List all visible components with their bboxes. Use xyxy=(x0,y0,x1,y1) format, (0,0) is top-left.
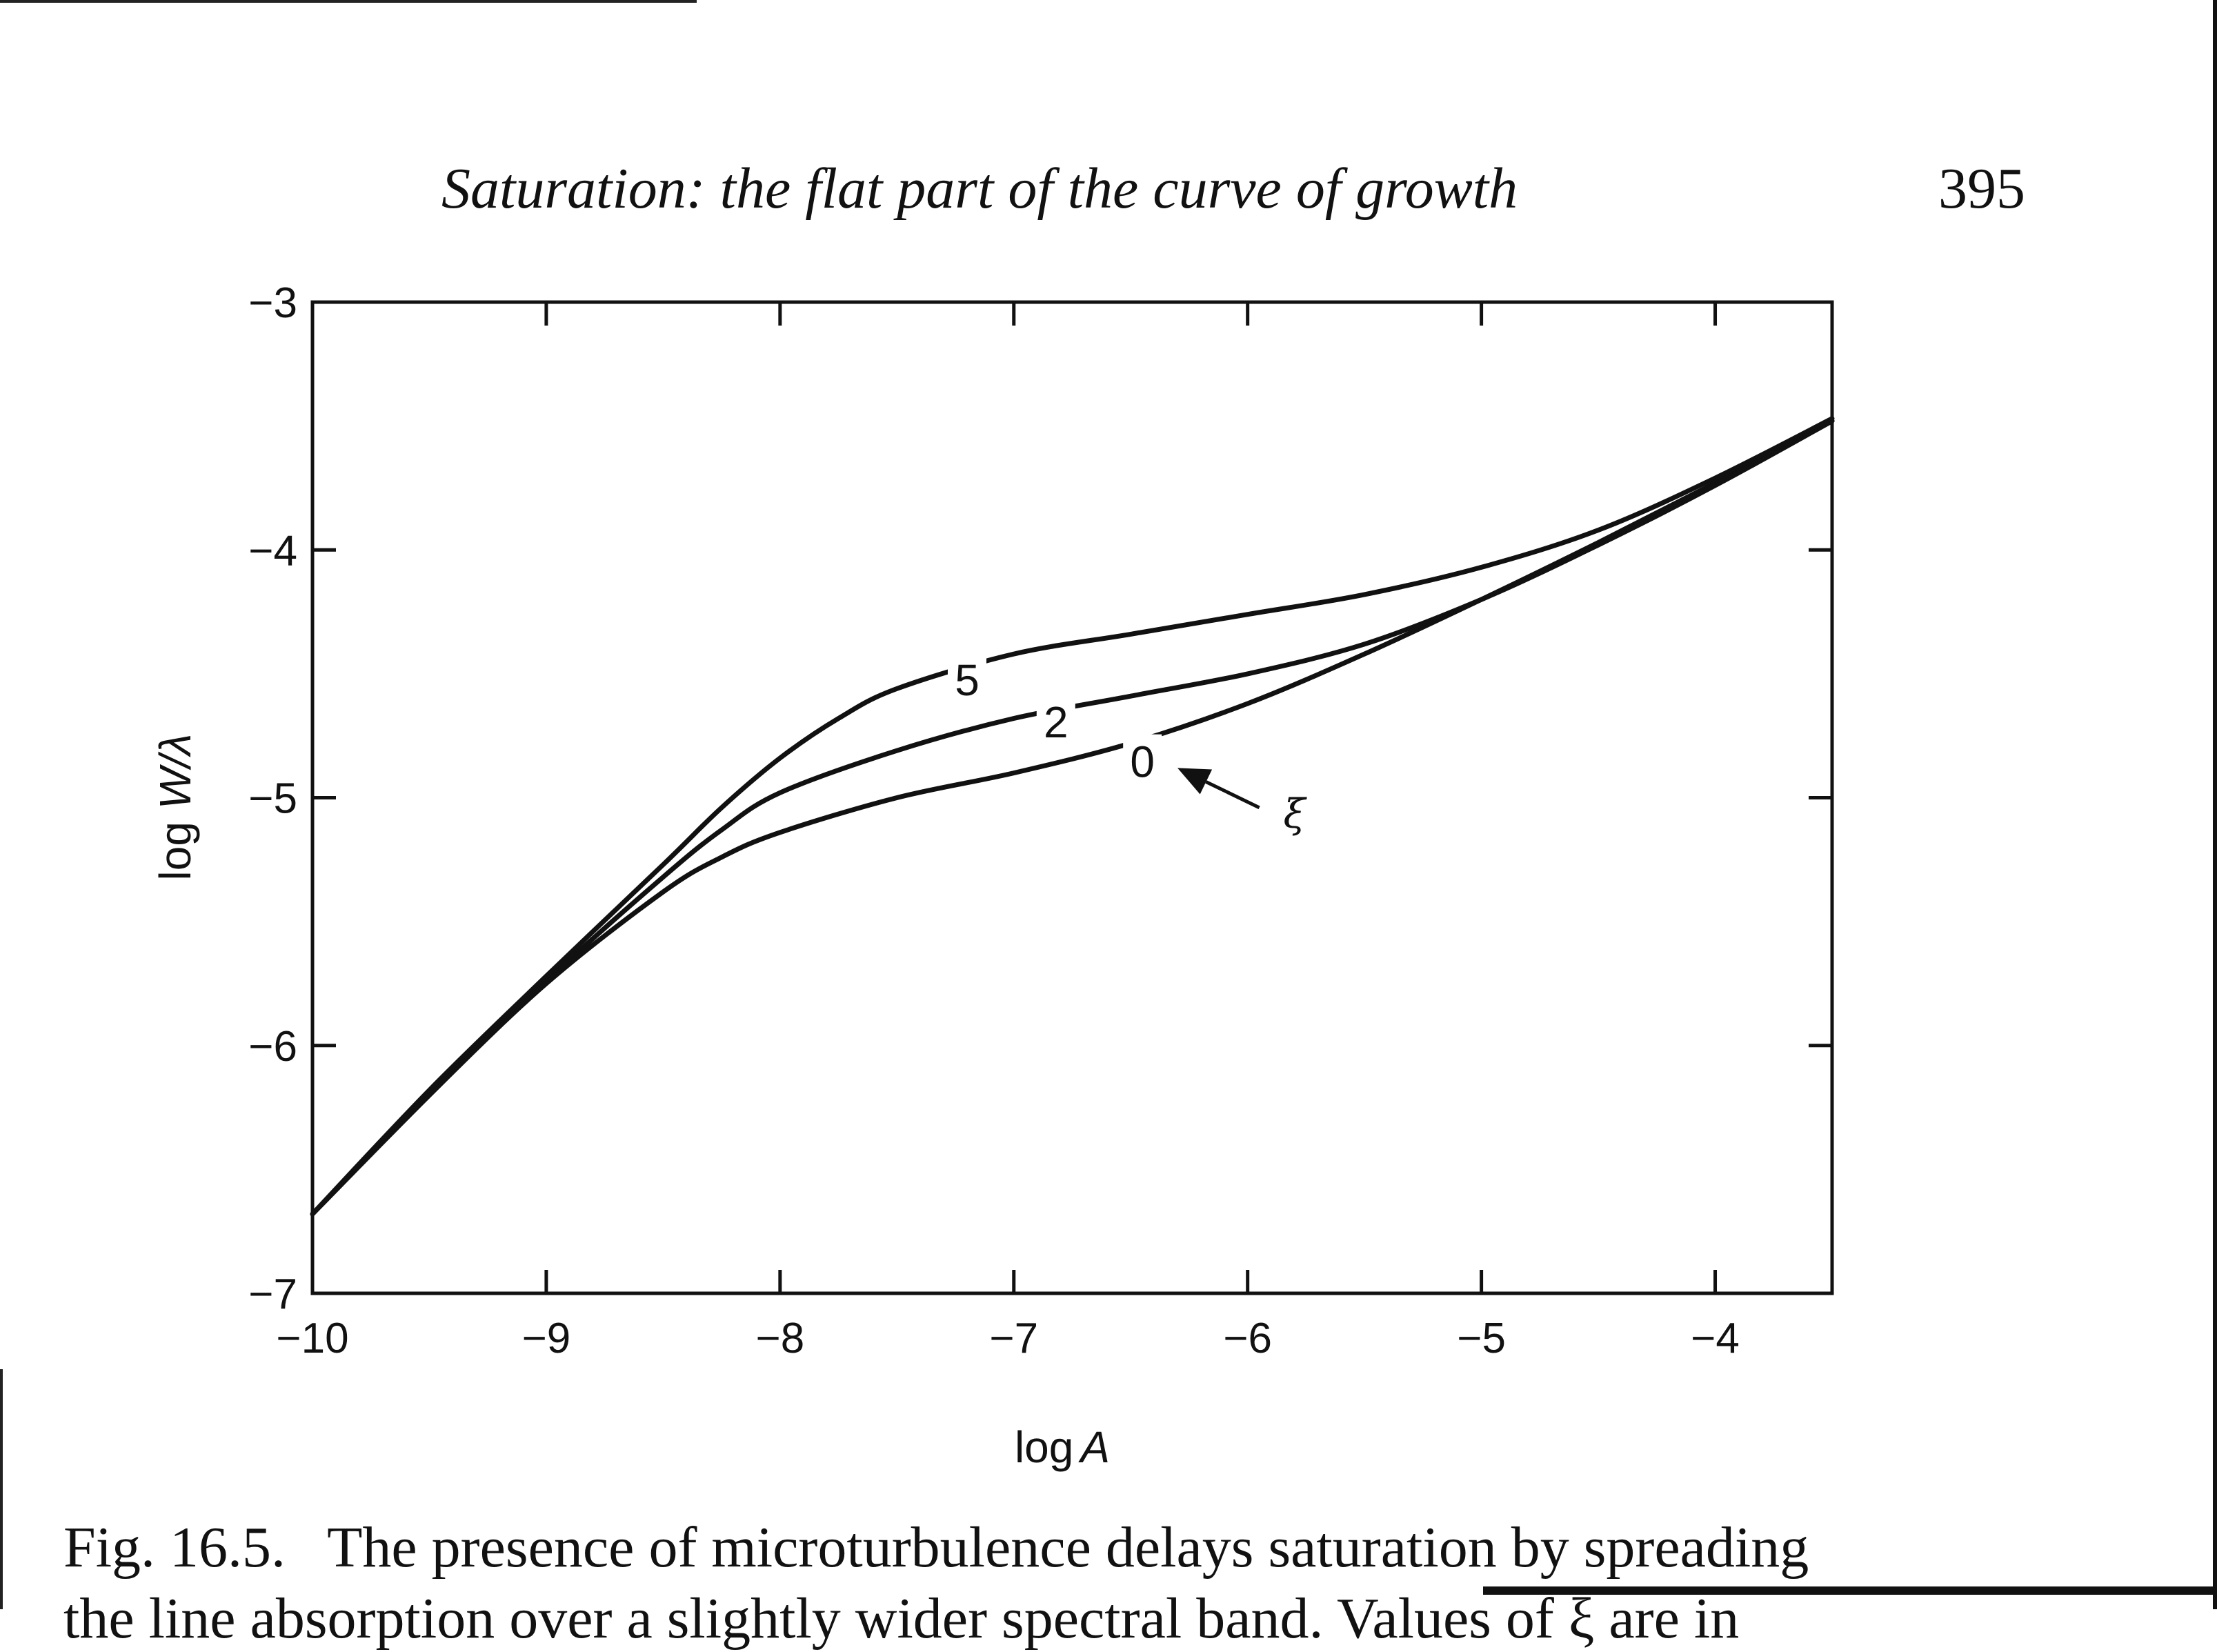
x-axis-title-var: A xyxy=(1077,1422,1110,1472)
bottom-rule xyxy=(1483,1586,2217,1595)
page-number: 395 xyxy=(1938,157,2025,221)
series-line-xi-2 xyxy=(310,418,1835,1217)
y-axis-title-prefix: log xyxy=(150,809,200,880)
y-tick-label: −4 xyxy=(248,527,297,575)
x-tick-label: −7 xyxy=(989,1315,1038,1362)
curve-label-0: 0 xyxy=(1130,737,1155,787)
y-axis-title-var: W/λ xyxy=(150,734,200,810)
plot-frame xyxy=(310,300,1834,1295)
x-axis-title: log A xyxy=(1015,1422,1110,1472)
y-tick-label: −3 xyxy=(248,279,297,327)
left-margin-line xyxy=(0,1369,3,1609)
x-tick-label: −8 xyxy=(755,1315,804,1362)
xi-annotation-label: ξ xyxy=(1284,790,1308,837)
axes-group xyxy=(310,300,1834,1295)
figure-caption: Fig. 16.5. The presence of microturbulenc… xyxy=(63,1514,1809,1581)
x-axis-title-prefix: log xyxy=(1015,1422,1073,1472)
y-axis-title: log W/λ xyxy=(150,734,200,881)
curve-label-knockout xyxy=(1123,734,1162,784)
xi-arrow-head xyxy=(1177,768,1213,795)
curve-label-knockout xyxy=(1036,695,1075,745)
caption-label: Fig. 16.5. xyxy=(63,1515,286,1580)
ticks-group: −10 −9 −8 −7 −6 −5 −4 −7 −6 −5 −4 −3 xyxy=(248,279,1832,1362)
y-tick-label: −6 xyxy=(248,1023,297,1071)
x-tick-label: −5 xyxy=(1457,1315,1506,1362)
caption-text: The presence of microturbulence delays s… xyxy=(327,1515,1809,1580)
running-head: Saturation: the flat part of the curve o… xyxy=(441,157,1518,221)
caption-line-2: the line absorption over a slightly wide… xyxy=(63,1586,1740,1651)
y-tick-label: −5 xyxy=(248,775,297,823)
x-tick-label: −6 xyxy=(1223,1315,1272,1362)
y-tick-label: −7 xyxy=(248,1271,297,1318)
x-tick-label: −4 xyxy=(1691,1315,1740,1362)
series-group xyxy=(310,416,1835,1217)
x-tick-label: −9 xyxy=(522,1315,571,1362)
curve-label-5: 5 xyxy=(955,655,980,705)
curve-label-knockout xyxy=(947,653,986,703)
curve-label-2: 2 xyxy=(1044,697,1068,747)
x-tick-label: −10 xyxy=(276,1315,348,1362)
right-edge-line xyxy=(2213,0,2217,1609)
xi-arrow-shaft xyxy=(1205,780,1260,810)
top-rule xyxy=(0,0,697,3)
labels-group: 5 2 0 ξ xyxy=(947,653,1308,837)
